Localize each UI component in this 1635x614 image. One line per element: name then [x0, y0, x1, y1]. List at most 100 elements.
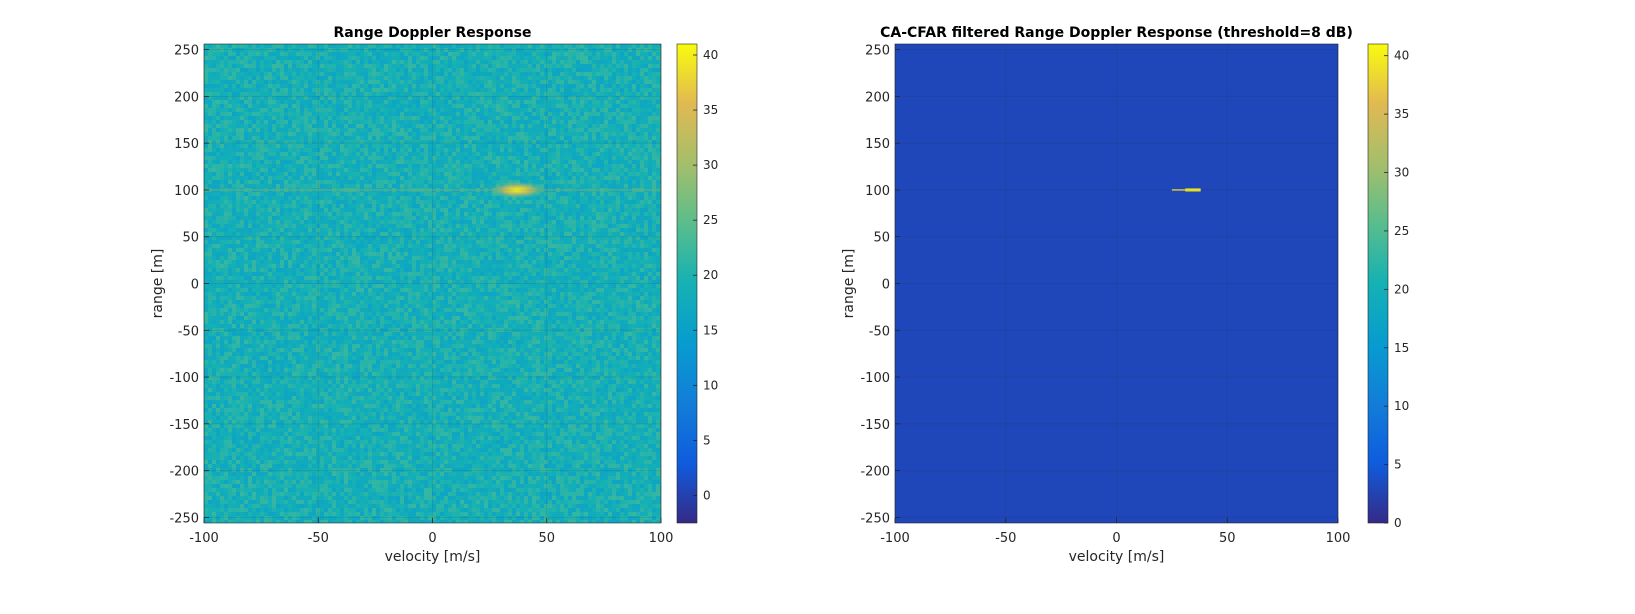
- heatmap-cell: [516, 92, 520, 96]
- heatmap-cell: [484, 168, 488, 172]
- heatmap-cell: [480, 72, 484, 76]
- heatmap-cell: [652, 212, 656, 216]
- heatmap-cell: [280, 160, 284, 164]
- heatmap-cell: [604, 48, 608, 52]
- heatmap-cell: [208, 68, 212, 72]
- heatmap-cell: [308, 44, 312, 48]
- heatmap-cell: [580, 148, 584, 152]
- heatmap-cell: [268, 136, 272, 140]
- heatmap-cell: [292, 60, 296, 64]
- heatmap-cell: [212, 152, 216, 156]
- heatmap-cell: [380, 176, 384, 180]
- heatmap-cell: [376, 80, 380, 84]
- heatmap-cell: [508, 96, 512, 100]
- heatmap-cell: [416, 204, 420, 208]
- heatmap-cell: [272, 164, 276, 168]
- heatmap-cell: [376, 84, 380, 88]
- heatmap-cell: [540, 96, 544, 100]
- heatmap-cell: [612, 124, 616, 128]
- heatmap-cell: [420, 168, 424, 172]
- heatmap-cell: [420, 148, 424, 152]
- heatmap-cell: [472, 168, 476, 172]
- heatmap-cell: [224, 192, 228, 196]
- heatmap-cell: [608, 160, 612, 164]
- heatmap-cell: [492, 100, 496, 104]
- heatmap-cell: [384, 48, 388, 52]
- heatmap-cell: [348, 176, 352, 180]
- heatmap-cell: [472, 120, 476, 124]
- heatmap-cell: [460, 48, 464, 52]
- heatmap-cell: [628, 92, 632, 96]
- heatmap-cell: [436, 92, 440, 96]
- heatmap-cell: [436, 160, 440, 164]
- heatmap-cell: [540, 116, 544, 120]
- heatmap-cell: [264, 196, 268, 200]
- heatmap-cell: [244, 204, 248, 208]
- heatmap-cell: [304, 108, 308, 112]
- heatmap-cell: [416, 60, 420, 64]
- heatmap-cell: [640, 184, 644, 188]
- heatmap-cell: [244, 64, 248, 68]
- heatmap-cell: [356, 156, 360, 160]
- heatmap-cell: [208, 60, 212, 64]
- heatmap-cell: [280, 104, 284, 108]
- heatmap-cell: [616, 104, 620, 108]
- heatmap-cell: [272, 84, 276, 88]
- heatmap-cell: [408, 64, 412, 68]
- heatmap-cell: [340, 128, 344, 132]
- heatmap-cell: [624, 132, 628, 136]
- heatmap-cell: [600, 116, 604, 120]
- heatmap-cell: [260, 204, 264, 208]
- heatmap-cell: [292, 104, 296, 108]
- heatmap-cell: [248, 204, 252, 208]
- heatmap-cell: [304, 80, 308, 84]
- heatmap-cell: [464, 44, 468, 48]
- heatmap-cell: [612, 144, 616, 148]
- heatmap-cell: [488, 168, 492, 172]
- heatmap-cell: [432, 84, 436, 88]
- heatmap-cell: [444, 132, 448, 136]
- heatmap-cell: [276, 168, 280, 172]
- heatmap-cell: [244, 116, 248, 120]
- heatmap-cell: [376, 160, 380, 164]
- heatmap-cell: [336, 48, 340, 52]
- heatmap-cell: [300, 96, 304, 100]
- heatmap-cell: [400, 172, 404, 176]
- heatmap-cell: [300, 56, 304, 60]
- heatmap-cell: [360, 76, 364, 80]
- heatmap-cell: [472, 76, 476, 80]
- heatmap-cell: [296, 200, 300, 204]
- heatmap-cell: [496, 156, 500, 160]
- heatmap-cell: [416, 212, 420, 216]
- heatmap-cell: [292, 108, 296, 112]
- heatmap-cell: [308, 80, 312, 84]
- heatmap-cell: [324, 112, 328, 116]
- heatmap-cell: [436, 184, 440, 188]
- heatmap-cell: [620, 196, 624, 200]
- heatmap-cell: [288, 120, 292, 124]
- heatmap-cell: [372, 160, 376, 164]
- heatmap-cell: [476, 116, 480, 120]
- heatmap-cell: [248, 108, 252, 112]
- heatmap-cell: [420, 208, 424, 212]
- heatmap-cell: [544, 104, 548, 108]
- heatmap-cell: [572, 164, 576, 168]
- heatmap-cell: [384, 92, 388, 96]
- heatmap-cell: [616, 100, 620, 104]
- heatmap-cell: [376, 52, 380, 56]
- heatmap-cell: [552, 140, 556, 144]
- heatmap-cell: [488, 100, 492, 104]
- heatmap-cell: [544, 180, 548, 184]
- heatmap-cell: [612, 156, 616, 160]
- heatmap-cell: [656, 160, 660, 164]
- heatmap-cell: [212, 80, 216, 84]
- heatmap-cell: [512, 44, 516, 48]
- heatmap-cell: [608, 152, 612, 156]
- heatmap-cell: [252, 168, 256, 172]
- heatmap-cell: [384, 124, 388, 128]
- heatmap-cell: [440, 68, 444, 72]
- heatmap-cell: [260, 208, 264, 212]
- heatmap-cell: [380, 192, 384, 196]
- heatmap-cell: [348, 204, 352, 208]
- heatmap-cell: [296, 120, 300, 124]
